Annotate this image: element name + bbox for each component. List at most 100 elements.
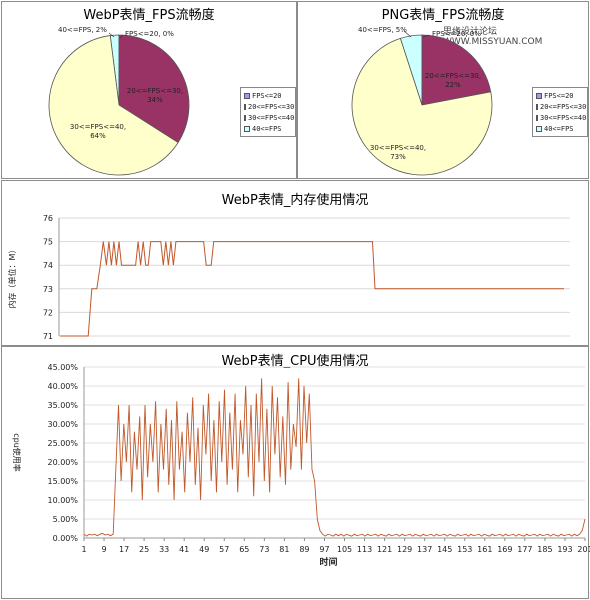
x-tick-label: 169 bbox=[497, 545, 512, 554]
webp-fps-panel: WebP表情_FPS流畅度 40<=FPS, 2% FPS<=20, 0% 20<=… bbox=[1, 1, 297, 179]
data-label: 40<=FPS, 5% bbox=[358, 26, 407, 34]
leader-line bbox=[108, 32, 115, 38]
legend-label: 20<=FPS<=30 bbox=[248, 102, 295, 111]
x-tick-label: 33 bbox=[159, 545, 169, 554]
x-tick-label: 17 bbox=[119, 545, 129, 554]
x-tick-label: 57 bbox=[219, 545, 229, 554]
leader-line bbox=[403, 30, 412, 38]
x-tick-label: 193 bbox=[557, 545, 572, 554]
y-tick-label: 76 bbox=[43, 214, 53, 223]
legend-item: 40<=FPS bbox=[536, 123, 584, 134]
legend-swatch bbox=[244, 92, 250, 99]
x-tick-label: 161 bbox=[477, 545, 492, 554]
webp-fps-pie-chart: 40<=FPS, 2% FPS<=20, 0% 20<=FPS<=30, 34% 30<… bbox=[48, 26, 190, 176]
x-tick-label: 105 bbox=[337, 545, 352, 554]
y-tick-label: 25.00% bbox=[47, 439, 78, 448]
legend-label: 20<=FPS<=30 bbox=[540, 102, 587, 111]
legend-item: 20<=FPS<=30 bbox=[536, 101, 587, 112]
webp-cpu-line-chart: 0.00% 5.00% 10.00% 15.00% 20.00% 25.00% 30.00%… bbox=[12, 363, 590, 568]
data-label: FPS<=20, 0% bbox=[432, 30, 481, 38]
y-axis-label: 内存（单位：M） bbox=[7, 246, 17, 309]
x-tick-label: 65 bbox=[239, 545, 249, 554]
legend-label: 30<=FPS<=40 bbox=[540, 113, 587, 122]
webp-memory-panel: WebP表情_内存使用情况 71 72 73 74 75 76 内存（单位：M） bbox=[1, 180, 589, 346]
x-tick-label: 73 bbox=[259, 545, 269, 554]
x-tick-label: 97 bbox=[319, 545, 329, 554]
pie-slice bbox=[48, 35, 179, 176]
x-tick-label: 121 bbox=[377, 545, 392, 554]
y-tick-label: 71 bbox=[43, 332, 53, 341]
legend-label: FPS<=20 bbox=[252, 91, 282, 100]
data-label: FPS<=20, 0% bbox=[125, 30, 174, 38]
chart-title: WebP表情_内存使用情况 bbox=[221, 193, 369, 208]
y-tick-label: 73 bbox=[43, 285, 53, 294]
chart-title: PNG表情_FPS流畅度 bbox=[381, 8, 505, 23]
leader-line bbox=[119, 34, 124, 39]
x-tick-label: 153 bbox=[457, 545, 472, 554]
webp-cpu-panel: WebP表情_CPU使用情况 0.00% 5.00% 10.00% 15.00% 20.… bbox=[1, 346, 590, 599]
x-tick-label: 25 bbox=[139, 545, 149, 554]
legend-item: FPS<=20 bbox=[244, 90, 292, 101]
legend-swatch bbox=[536, 114, 538, 121]
y-tick-label: 75 bbox=[43, 238, 53, 247]
legend-item: 30<=FPS<=40 bbox=[536, 112, 587, 123]
png-fps-panel: PNG表情_FPS流畅度 思缘设计论坛 WWW.MISSYUAN.COM 40<… bbox=[297, 1, 589, 179]
legend-label: 30<=FPS<=40 bbox=[248, 113, 295, 122]
y-tick-label: 40.00% bbox=[47, 382, 78, 391]
y-tick-label: 15.00% bbox=[47, 477, 78, 486]
legend-swatch bbox=[536, 125, 542, 132]
y-tick-label: 72 bbox=[43, 308, 53, 317]
png-fps-pie-chart: 40<=FPS, 5% FPS<=20, 0% 20<=FPS<=30, 22% 30<… bbox=[351, 26, 493, 176]
data-label: 40<=FPS, 2% bbox=[58, 26, 107, 34]
y-tick-label: 30.00% bbox=[47, 420, 78, 429]
legend-label: 40<=FPS bbox=[544, 124, 574, 133]
legend-item: FPS<=20 bbox=[536, 90, 584, 101]
legend-item: 40<=FPS bbox=[244, 123, 292, 134]
x-tick-label: 201 bbox=[577, 545, 590, 554]
legend-label: FPS<=20 bbox=[544, 91, 574, 100]
cpu-series-line bbox=[83, 378, 586, 537]
legend-swatch bbox=[244, 103, 246, 110]
y-tick-label: 5.00% bbox=[53, 515, 79, 524]
legend-swatch bbox=[244, 125, 250, 132]
pie-slice bbox=[351, 37, 493, 176]
legend-item: 20<=FPS<=30 bbox=[244, 101, 295, 112]
watermark: 思缘设计论坛 WWW.MISSYUAN.COM bbox=[443, 27, 543, 47]
x-tick-label: 185 bbox=[537, 545, 552, 554]
x-tick-label: 41 bbox=[179, 545, 189, 554]
y-axis-label: cpu使用率 bbox=[12, 433, 22, 472]
chart-legend: FPS<=20 20<=FPS<=30 30<=FPS<=40 40<=FPS bbox=[532, 87, 588, 137]
webp-memory-line-chart: 71 72 73 74 75 76 内存（单位：M） bbox=[7, 214, 570, 341]
x-tick-label: 137 bbox=[417, 545, 432, 554]
data-label: 20<=FPS<=30, 34% bbox=[127, 87, 183, 104]
y-tick-label: 10.00% bbox=[47, 496, 78, 505]
y-tick-label: 0.00% bbox=[53, 534, 79, 543]
legend-label: 40<=FPS bbox=[252, 124, 282, 133]
data-label: 30<=FPS<=40, 64% bbox=[70, 123, 126, 140]
data-label: 30<=FPS<=40, 73% bbox=[370, 144, 426, 161]
data-label: 20<=FPS<=30, 22% bbox=[425, 72, 481, 89]
y-tick-label: 45.00% bbox=[47, 363, 78, 372]
chart-title: WebP表情_CPU使用情况 bbox=[221, 354, 369, 369]
x-tick-label: 129 bbox=[397, 545, 412, 554]
x-axis-label: 时间 bbox=[319, 556, 337, 568]
x-tick-label: 145 bbox=[437, 545, 452, 554]
x-tick-label: 9 bbox=[101, 545, 106, 554]
leader-line bbox=[422, 34, 431, 38]
legend-item: 30<=FPS<=40 bbox=[244, 112, 295, 123]
y-tick-label: 35.00% bbox=[47, 401, 78, 410]
legend-swatch bbox=[244, 114, 246, 121]
y-tick-label: 20.00% bbox=[47, 458, 78, 467]
x-tick-label: 89 bbox=[299, 545, 309, 554]
legend-swatch bbox=[536, 103, 538, 110]
chart-legend: FPS<=20 20<=FPS<=30 30<=FPS<=40 40<=FPS bbox=[240, 87, 296, 137]
x-tick-label: 113 bbox=[357, 545, 372, 554]
x-tick-label: 81 bbox=[279, 545, 289, 554]
memory-series-line bbox=[60, 241, 564, 337]
x-tick-label: 177 bbox=[517, 545, 532, 554]
chart-title: WebP表情_FPS流畅度 bbox=[83, 8, 215, 23]
legend-swatch bbox=[536, 92, 542, 99]
x-tick-label: 49 bbox=[199, 545, 209, 554]
y-tick-label: 74 bbox=[43, 261, 53, 270]
x-tick-label: 1 bbox=[81, 545, 86, 554]
